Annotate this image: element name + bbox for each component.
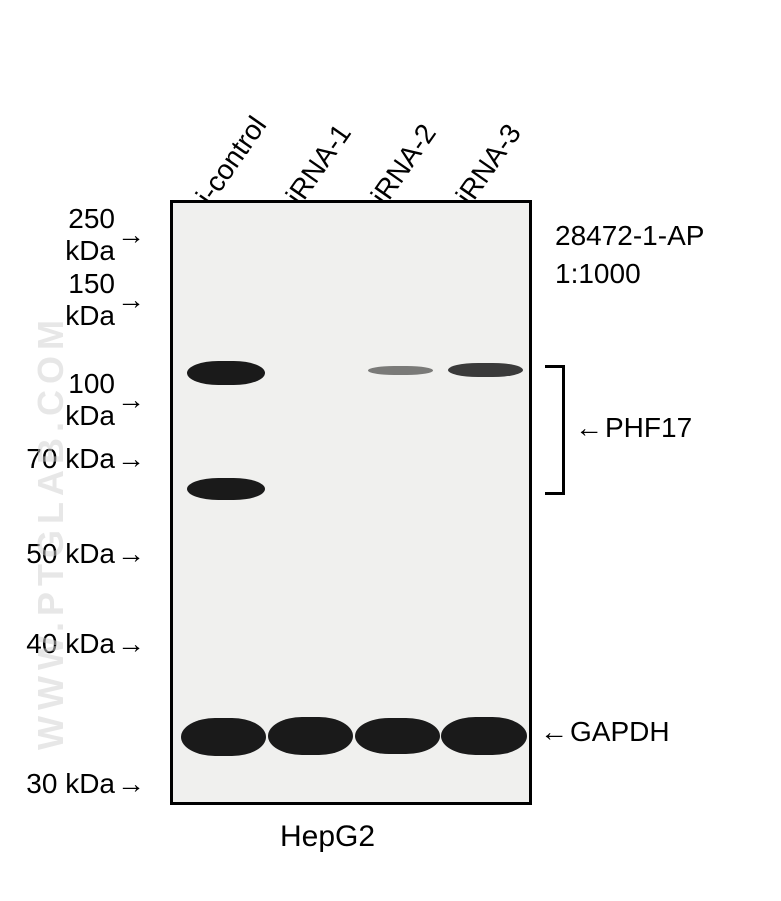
band-gapdh — [181, 718, 266, 756]
figure-container: si-control siRNA-1 siRNA-2 siRNA-3 250 k… — [0, 0, 781, 901]
antibody-id-label: 28472-1-AP — [555, 220, 704, 252]
mw-marker: 100 kDa→ — [15, 368, 145, 432]
mw-marker: 70 kDa→ — [15, 443, 145, 475]
mw-marker: 40 kDa→ — [15, 628, 145, 660]
mw-text: 30 kDa — [26, 768, 115, 800]
arrow-right-icon: → — [117, 219, 145, 251]
dilution-label: 1:1000 — [555, 258, 641, 290]
mw-marker: 50 kDa→ — [15, 538, 145, 570]
band-phf17-upper — [368, 366, 433, 375]
band-phf17-lower — [187, 478, 265, 500]
mw-text: 40 kDa — [26, 628, 115, 660]
arrow-right-icon: → — [117, 628, 145, 660]
loading-control-text: GAPDH — [570, 716, 670, 747]
arrow-right-icon: → — [117, 284, 145, 316]
arrow-left-icon: ← — [575, 412, 603, 443]
mw-text: 250 kDa — [15, 203, 115, 267]
loading-control-label: ←GAPDH — [540, 716, 670, 748]
mw-text: 150 kDa — [15, 268, 115, 332]
target-text: PHF17 — [605, 412, 692, 443]
band-gapdh — [268, 717, 353, 755]
western-blot-image — [170, 200, 532, 805]
mw-marker: 150 kDa→ — [15, 268, 145, 332]
band-phf17-upper — [187, 361, 265, 385]
mw-marker: 250 kDa→ — [15, 203, 145, 267]
band-gapdh — [441, 717, 527, 755]
arrow-right-icon: → — [117, 538, 145, 570]
target-label: ←PHF17 — [575, 412, 692, 444]
mw-marker: 30 kDa→ — [15, 768, 145, 800]
mw-text: 50 kDa — [26, 538, 115, 570]
cell-line-label: HepG2 — [280, 820, 375, 854]
band-phf17-upper — [448, 363, 523, 377]
band-gapdh — [355, 718, 440, 754]
arrow-right-icon: → — [117, 768, 145, 800]
mw-text: 70 kDa — [26, 443, 115, 475]
arrow-right-icon: → — [117, 384, 145, 416]
arrow-left-icon: ← — [540, 716, 568, 747]
target-bracket — [545, 365, 565, 495]
arrow-right-icon: → — [117, 443, 145, 475]
mw-text: 100 kDa — [15, 368, 115, 432]
